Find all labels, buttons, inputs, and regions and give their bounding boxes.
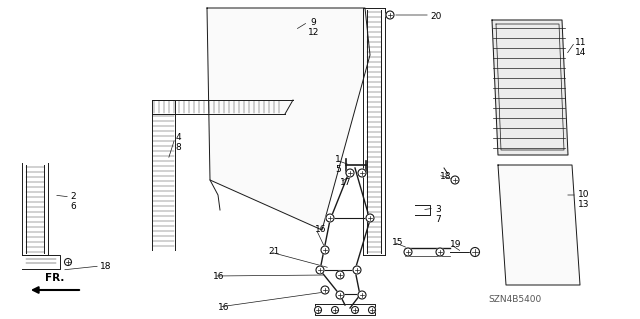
Text: 11
14: 11 14 — [575, 38, 586, 57]
Circle shape — [353, 266, 361, 274]
Text: 17: 17 — [340, 178, 351, 187]
Text: 10
13: 10 13 — [578, 190, 589, 209]
Circle shape — [358, 169, 366, 177]
Circle shape — [366, 214, 374, 222]
Polygon shape — [207, 8, 370, 230]
Circle shape — [326, 214, 334, 222]
Circle shape — [332, 307, 339, 314]
Circle shape — [351, 307, 358, 314]
Text: 20: 20 — [430, 12, 442, 21]
Text: 4
8: 4 8 — [175, 133, 180, 152]
Circle shape — [336, 291, 344, 299]
Text: 21: 21 — [268, 247, 280, 256]
Circle shape — [336, 271, 344, 279]
Text: 16: 16 — [213, 272, 225, 281]
Circle shape — [346, 169, 354, 177]
Text: FR.: FR. — [45, 273, 65, 283]
Circle shape — [65, 258, 72, 265]
Text: SZN4B5400: SZN4B5400 — [488, 295, 541, 304]
Text: 16: 16 — [315, 225, 326, 234]
Text: 18: 18 — [100, 262, 111, 271]
Text: 19: 19 — [450, 240, 461, 249]
Circle shape — [404, 248, 412, 256]
Text: 9
12: 9 12 — [308, 18, 319, 37]
Polygon shape — [498, 165, 580, 285]
Circle shape — [386, 11, 394, 19]
Polygon shape — [492, 20, 568, 155]
Circle shape — [451, 176, 459, 184]
Text: 18: 18 — [440, 172, 451, 181]
Circle shape — [321, 246, 329, 254]
Text: 3
7: 3 7 — [435, 205, 441, 224]
Circle shape — [369, 307, 376, 314]
Circle shape — [314, 307, 321, 314]
Circle shape — [321, 286, 329, 294]
Circle shape — [436, 248, 444, 256]
Circle shape — [470, 248, 479, 256]
Text: 2
6: 2 6 — [70, 192, 76, 211]
Text: 15: 15 — [392, 238, 403, 247]
Text: 1
5: 1 5 — [335, 155, 340, 174]
Circle shape — [358, 291, 366, 299]
Circle shape — [316, 266, 324, 274]
Text: 16: 16 — [218, 303, 230, 312]
